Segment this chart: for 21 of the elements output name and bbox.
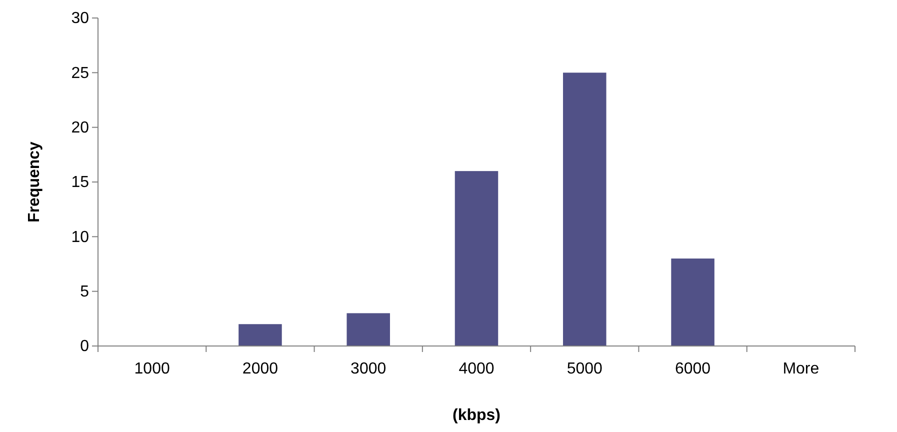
y-axis-title: Frequency <box>26 141 43 222</box>
y-tick-label: 0 <box>80 338 90 356</box>
bar <box>346 313 390 346</box>
y-tick-label: 20 <box>71 119 90 136</box>
x-tick-label: 3000 <box>350 360 386 378</box>
y-tick-label: 25 <box>71 64 90 82</box>
bar <box>238 324 282 346</box>
bar <box>671 258 714 346</box>
x-tick-label: More <box>782 360 820 378</box>
y-tick-label: 5 <box>80 283 90 300</box>
x-tick-label: 5000 <box>566 360 603 378</box>
x-tick-label: 4000 <box>458 360 494 378</box>
y-tick-label: 30 <box>71 10 90 28</box>
bar <box>563 72 606 346</box>
x-tick-label: 2000 <box>242 360 278 378</box>
x-axis-title: (kbps) <box>452 407 500 424</box>
bar <box>454 171 498 346</box>
x-tick-label: 6000 <box>674 360 711 378</box>
y-tick-label: 15 <box>71 174 90 192</box>
x-tick-label: 1000 <box>134 360 170 378</box>
y-tick-label: 10 <box>71 228 90 246</box>
